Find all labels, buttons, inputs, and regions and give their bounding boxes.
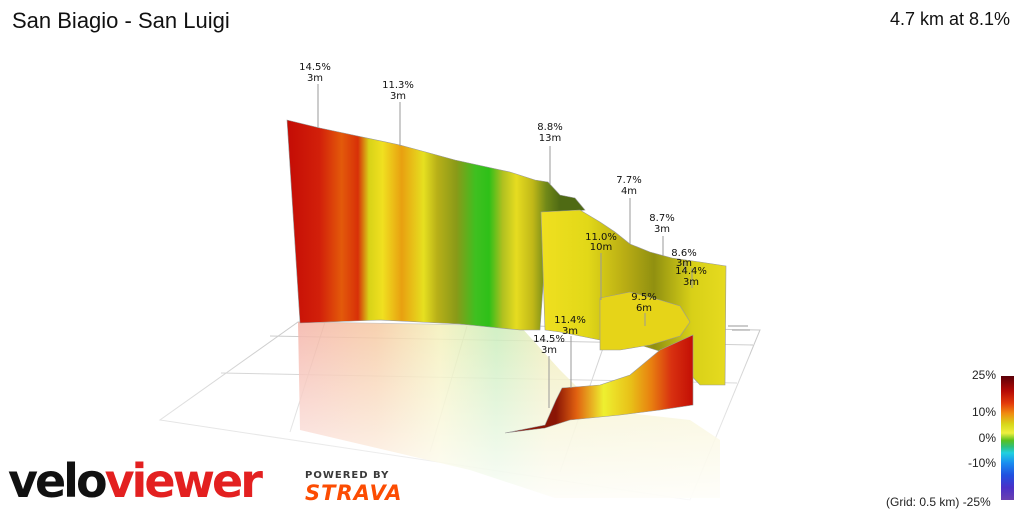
svg-text:8.6%: 8.6%	[671, 248, 696, 259]
svg-text:7.7%: 7.7%	[616, 175, 641, 186]
legend-color-bar	[1001, 376, 1014, 500]
svg-text:11.0%: 11.0%	[585, 232, 617, 243]
annotations: 14.5% 3m 11.3% 3m 8.8% 13m 7.7% 4m 8.7% …	[299, 62, 707, 408]
annotation-length: 3m	[307, 73, 323, 84]
svg-text:10m: 10m	[590, 242, 612, 253]
svg-text:13m: 13m	[539, 133, 561, 144]
annotation-gradient: 8.7%	[649, 213, 674, 224]
annotation-length: 3m	[654, 224, 670, 235]
svg-text:3m: 3m	[654, 224, 670, 235]
annotation-gradient: 14.4%	[675, 266, 707, 277]
svg-text:veloviewer: veloviewer	[8, 455, 263, 505]
annotation-gradient: 8.8%	[537, 122, 562, 133]
svg-text:3m: 3m	[676, 258, 692, 269]
legend-tick: 0%	[978, 431, 996, 445]
svg-text:6m: 6m	[636, 303, 652, 314]
reflection-fade	[150, 320, 750, 510]
route-end-marker	[728, 325, 750, 331]
veloviewer-logo: veloviewer	[8, 455, 266, 505]
svg-text:14.5%: 14.5%	[299, 62, 331, 73]
annotation-length: 10m	[590, 242, 612, 253]
svg-text:8.7%: 8.7%	[649, 213, 674, 224]
climb-summary: 4.7 km at 8.1%	[889, 9, 1010, 29]
strava-logo: STRAVA	[305, 481, 403, 505]
profile-wall-front	[504, 334, 694, 434]
annotation-gradient: 11.0%	[585, 232, 617, 243]
profile-wall-main	[286, 119, 586, 331]
svg-text:3m: 3m	[390, 91, 406, 102]
svg-text:11.3%: 11.3%	[382, 80, 414, 91]
svg-text:9.5%: 9.5%	[631, 292, 656, 303]
svg-text:4m: 4m	[621, 186, 637, 197]
svg-text:3m: 3m	[541, 345, 557, 356]
svg-text:14.4%: 14.4%	[675, 266, 707, 277]
annotation-gradient: 11.4%	[554, 315, 586, 326]
annotation-gradient: 14.5%	[299, 62, 331, 73]
annotation-length: 3m	[683, 277, 699, 288]
annotation-length: 3m	[390, 91, 406, 102]
annotation-gradient: 8.6%	[671, 248, 696, 259]
legend-tick: 25%	[971, 368, 996, 382]
annotation-length: 4m	[621, 186, 637, 197]
annotation-gradient: 9.5%	[631, 292, 656, 303]
svg-text:3m: 3m	[683, 277, 699, 288]
powered-by-text: POWERED BY	[305, 470, 390, 481]
annotation-length: 3m	[676, 258, 692, 269]
page-title: San Biagio - San Luigi	[12, 8, 230, 33]
legend-tick: -10%	[967, 456, 996, 470]
annotation-gradient: 11.3%	[382, 80, 414, 91]
svg-text:3m: 3m	[307, 73, 323, 84]
annotation-gradient: 7.7%	[616, 175, 641, 186]
grid-note: (Grid: 0.5 km) -25%	[886, 495, 991, 509]
svg-text:3m: 3m	[562, 326, 578, 337]
annotation-length: 13m	[539, 133, 561, 144]
annotation-length: 3m	[541, 345, 557, 356]
gradient-legend: 25% 10% 0% -10%	[960, 366, 1024, 512]
svg-text:11.4%: 11.4%	[554, 315, 586, 326]
svg-text:8.8%: 8.8%	[537, 122, 562, 133]
svg-text:14.5%: 14.5%	[533, 334, 565, 345]
annotation-length: 3m	[562, 326, 578, 337]
legend-tick: 10%	[971, 405, 996, 419]
annotation-length: 6m	[636, 303, 652, 314]
annotation-gradient: 14.5%	[533, 334, 565, 345]
